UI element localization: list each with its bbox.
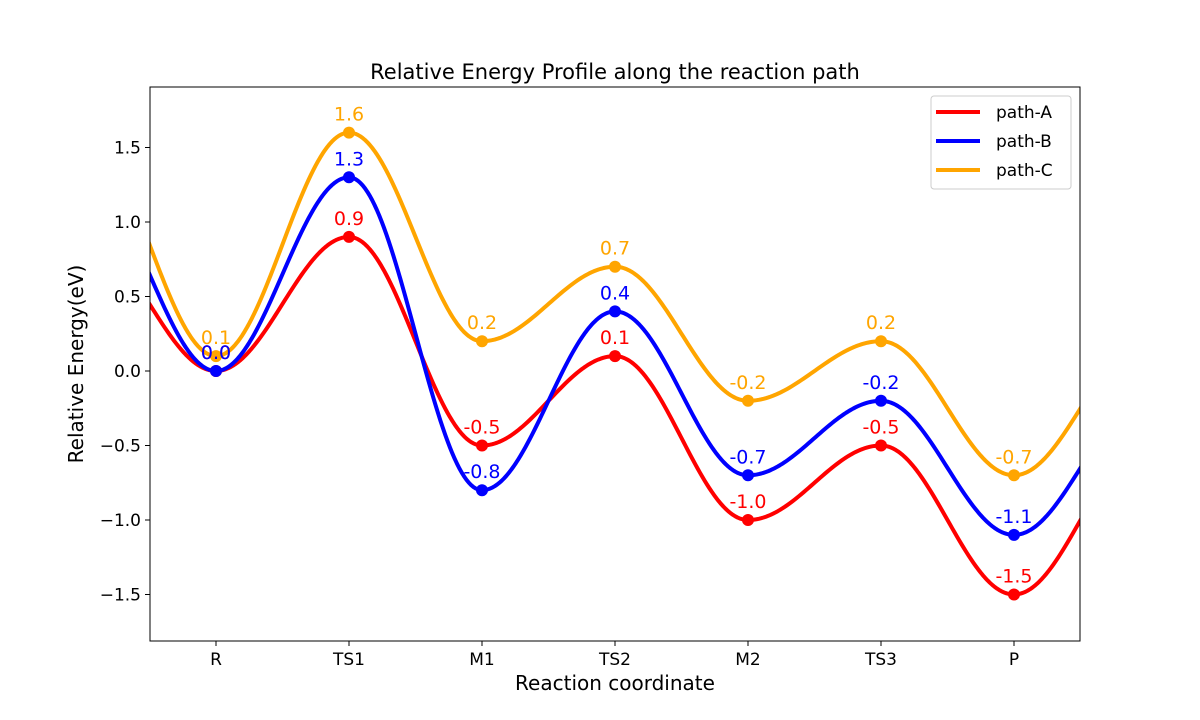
y-tick-label: 0.5 (114, 288, 141, 308)
legend-label-path-a: path-A (996, 103, 1052, 123)
data-point-path-a (1008, 588, 1020, 601)
x-tick-label: P (1009, 650, 1019, 670)
data-label-path-c: 0.1 (201, 327, 231, 349)
data-label-path-a: -1.5 (995, 566, 1032, 588)
data-label-path-b: 0.4 (600, 282, 630, 304)
data-point-path-c (742, 394, 754, 407)
series-layer (150, 130, 1080, 597)
data-point-path-a (476, 439, 488, 452)
data-label-path-a: 0.1 (600, 327, 630, 349)
y-axis: −1.5 −1.0 −0.5 0.0 0.5 1.0 1.5 (100, 139, 150, 606)
data-label-path-c: -0.7 (995, 446, 1032, 468)
data-label-path-b: 1.3 (334, 148, 364, 170)
data-point-path-a (609, 350, 621, 363)
data-label-path-c: 0.2 (467, 312, 497, 334)
data-label-path-b: -0.2 (862, 372, 899, 394)
x-tick-label: R (210, 650, 222, 670)
data-point-path-b (875, 394, 887, 407)
y-tick-label: −0.5 (100, 437, 141, 457)
x-axis-label: Reaction coordinate (515, 671, 715, 695)
data-label-path-a: -0.5 (862, 417, 899, 439)
x-tick-label: M2 (735, 650, 760, 670)
x-tick-label: TS2 (598, 650, 631, 670)
data-point-path-b (1008, 528, 1020, 541)
y-tick-label: 1.5 (114, 139, 141, 159)
chart-title: Relative Energy Profile along the reacti… (370, 60, 860, 84)
x-axis: R TS1 M1 TS2 M2 TS3 P (210, 641, 1019, 670)
data-label-path-a: 0.9 (334, 208, 364, 230)
data-point-path-c (875, 335, 887, 348)
data-label-path-c: 0.2 (866, 312, 896, 334)
data-point-path-b (210, 365, 222, 377)
data-label-path-c: -0.2 (729, 372, 766, 394)
data-label-path-a: -0.5 (463, 417, 500, 439)
x-tick-label: TS1 (332, 650, 365, 670)
data-point-path-c (476, 335, 488, 348)
y-tick-label: 0.0 (114, 362, 141, 382)
data-point-path-b (476, 484, 488, 497)
data-point-path-c (609, 260, 621, 273)
x-tick-label: M1 (469, 650, 494, 670)
data-point-path-a (875, 439, 887, 452)
data-label-path-b: -0.8 (463, 461, 500, 483)
y-tick-label: 1.0 (114, 213, 141, 233)
legend: path-A path-B path-C (930, 95, 1072, 190)
data-label-path-b: -0.7 (729, 446, 766, 468)
data-label-path-a: 0.0 (201, 342, 231, 364)
data-point-path-a (742, 514, 754, 526)
data-label-path-a: -1.0 (729, 491, 766, 513)
data-label-path-b: -1.1 (995, 506, 1032, 528)
data-point-path-b (742, 469, 754, 482)
markers-layer (210, 126, 1020, 601)
y-axis-label: Relative Energy(eV) (64, 265, 88, 464)
data-label-path-c: 0.7 (600, 238, 630, 260)
y-tick-label: −1.0 (100, 511, 141, 531)
data-point-path-b (343, 171, 355, 184)
data-point-path-a (343, 230, 355, 243)
legend-label-path-c: path-C (996, 161, 1053, 181)
data-label-path-c: 1.6 (334, 104, 364, 126)
x-tick-label: TS3 (864, 650, 897, 670)
data-point-path-c (343, 126, 355, 139)
data-point-path-b (609, 305, 621, 318)
legend-box (930, 95, 1072, 190)
data-labels-layer: 0.00.9-0.50.1-1.0-0.5-1.50.01.3-0.80.4-0… (201, 104, 1033, 588)
legend-label-path-b: path-B (996, 132, 1052, 152)
data-label-path-b: 0.0 (201, 342, 231, 364)
data-point-path-c (1008, 469, 1020, 482)
data-point-path-c (210, 350, 222, 363)
y-tick-label: −1.5 (100, 586, 141, 606)
